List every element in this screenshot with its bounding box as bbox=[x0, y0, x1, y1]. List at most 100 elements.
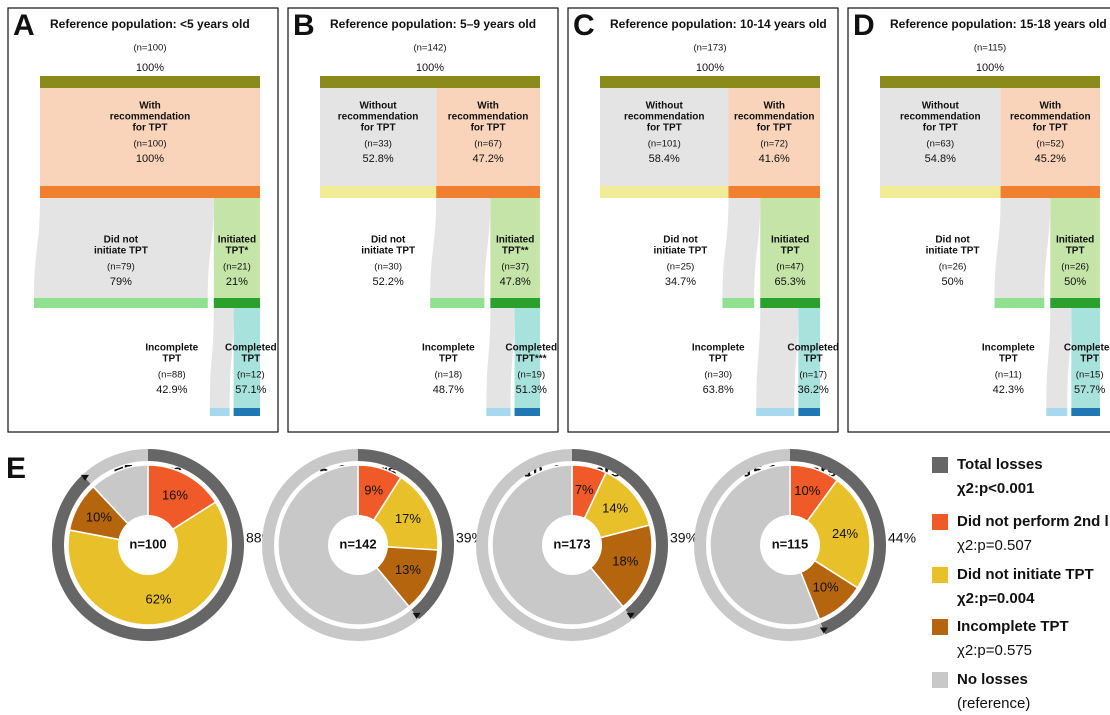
node-count: (n=11) bbox=[995, 370, 1022, 381]
panel-letter: D bbox=[853, 9, 875, 42]
bar bbox=[722, 298, 755, 308]
bar bbox=[880, 186, 1001, 198]
flow bbox=[728, 88, 820, 186]
node-label: TPT* bbox=[226, 246, 249, 257]
bar bbox=[600, 76, 820, 88]
node-percent: 34.7% bbox=[665, 276, 696, 288]
node-label: With bbox=[477, 101, 499, 112]
node-label: Initiated bbox=[1056, 235, 1094, 246]
node-label: Incomplete bbox=[692, 343, 745, 354]
slice-label: 9% bbox=[364, 483, 383, 498]
bar bbox=[430, 298, 485, 308]
node-label: recommendation bbox=[110, 112, 191, 123]
node-count: (n=37) bbox=[501, 262, 529, 273]
node-label: Did not bbox=[935, 235, 970, 246]
bar bbox=[760, 298, 820, 308]
slice-label: 18% bbox=[612, 554, 638, 569]
node-label: Initiated bbox=[218, 235, 256, 246]
slice-label: 17% bbox=[395, 511, 421, 526]
flow bbox=[1000, 88, 1100, 186]
total-loss-marker bbox=[412, 612, 421, 619]
node-count: (n=19) bbox=[517, 370, 545, 381]
flow bbox=[760, 198, 820, 298]
node-count: (n=47) bbox=[776, 262, 804, 273]
node-label: recommendation bbox=[734, 112, 815, 123]
panel-letter: C bbox=[573, 9, 595, 42]
node-label: recommendation bbox=[1010, 112, 1091, 123]
node-label: recommendation bbox=[448, 112, 529, 123]
flow bbox=[233, 308, 260, 408]
total-loss-marker bbox=[819, 627, 828, 634]
node-label: initiate TPT bbox=[654, 246, 708, 257]
total-loss-arc bbox=[358, 449, 455, 619]
node-percent: 52.8% bbox=[362, 153, 393, 165]
node-percent: 45.2% bbox=[1035, 153, 1066, 165]
slice-label: 13% bbox=[395, 562, 421, 577]
flow bbox=[756, 308, 799, 408]
bar bbox=[34, 298, 208, 308]
total-loss-label: 44% bbox=[888, 530, 916, 546]
node-count: (n=63) bbox=[926, 139, 954, 150]
legend-name: Did not initiate TPT bbox=[957, 566, 1094, 583]
flow bbox=[600, 88, 729, 186]
bar bbox=[233, 408, 260, 416]
node-label: TPT bbox=[162, 354, 181, 365]
center-label: n=115 bbox=[772, 536, 809, 551]
total-loss-marker bbox=[626, 612, 635, 619]
node-label: Without bbox=[646, 101, 684, 112]
slice-label: 24% bbox=[832, 526, 858, 541]
bar bbox=[213, 298, 260, 308]
node-label: Initiated bbox=[496, 235, 534, 246]
node-count: (n=30) bbox=[704, 370, 732, 381]
legend-swatch bbox=[932, 514, 948, 530]
node-percent: 48.7% bbox=[433, 384, 464, 396]
node-label: TPT bbox=[781, 246, 800, 257]
flow bbox=[798, 308, 820, 408]
node-label: TPT bbox=[1066, 246, 1085, 257]
slice-label: 62% bbox=[145, 591, 171, 606]
node-label: TPT*** bbox=[516, 354, 547, 365]
node-count: (n=12) bbox=[237, 370, 265, 381]
flow bbox=[213, 198, 260, 298]
legend-stat: χ2:p<0.001 bbox=[957, 480, 1034, 497]
node-label: Completed bbox=[505, 343, 557, 354]
bar bbox=[798, 408, 820, 416]
panel-title: Reference population: <5 years old bbox=[50, 17, 250, 31]
node-percent: 47.2% bbox=[472, 153, 503, 165]
node-percent: 42.9% bbox=[156, 384, 187, 396]
node-percent: 51.3% bbox=[516, 384, 547, 396]
node-label: Completed bbox=[1064, 343, 1110, 354]
slice-label: 14% bbox=[602, 501, 628, 516]
legend-name: No losses bbox=[957, 671, 1028, 688]
flow bbox=[1046, 308, 1072, 408]
panel-frame bbox=[847, 7, 1110, 433]
pie-hole bbox=[542, 515, 602, 575]
panel-title: Reference population: 5–9 years old bbox=[330, 17, 536, 31]
node-label: With bbox=[139, 101, 161, 112]
node-label: recommendation bbox=[900, 112, 981, 123]
node-label: recommendation bbox=[338, 112, 419, 123]
bar bbox=[880, 76, 1100, 88]
node-label: TPT bbox=[241, 354, 260, 365]
panel-frame bbox=[7, 7, 279, 433]
node-percent: 52.2% bbox=[373, 276, 404, 288]
bar bbox=[490, 298, 540, 308]
node-count: (n=26) bbox=[939, 262, 967, 273]
node-count: (n=26) bbox=[1061, 262, 1089, 273]
node-label: TPT bbox=[439, 354, 458, 365]
node-count: (n=88) bbox=[158, 370, 186, 381]
node-percent: 58.4% bbox=[649, 153, 680, 165]
node-count: (n=18) bbox=[434, 370, 462, 381]
node-label: With bbox=[763, 101, 785, 112]
bar bbox=[320, 76, 540, 88]
panel-letter: B bbox=[293, 9, 315, 42]
flow bbox=[436, 88, 540, 186]
node-percent: 41.6% bbox=[759, 153, 790, 165]
legend-swatch bbox=[932, 457, 948, 473]
node-label: TPT bbox=[999, 354, 1018, 365]
node-count: (n=30) bbox=[374, 262, 402, 273]
legend-stat: (reference) bbox=[957, 695, 1030, 712]
node-label: initiate TPT bbox=[926, 246, 980, 257]
node-label: TPT bbox=[1080, 354, 1099, 365]
bar bbox=[320, 186, 437, 198]
